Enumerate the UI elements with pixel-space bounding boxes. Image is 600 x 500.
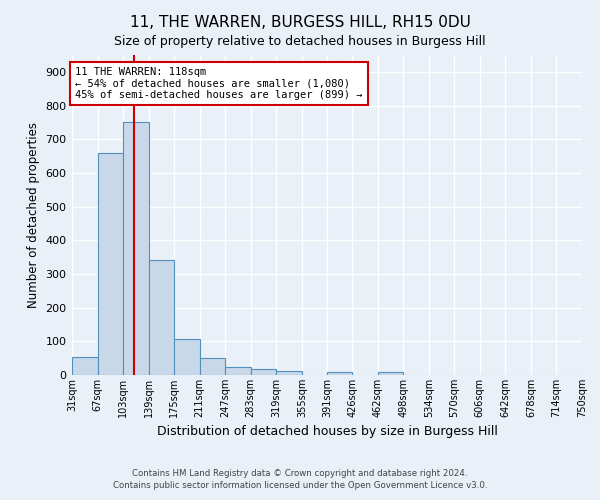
Bar (72, 358, 98, 375)
X-axis label: Distribution of detached houses by size in Burgess Hill: Distribution of detached houses by size … (157, 426, 497, 438)
Y-axis label: Number of detached properties: Number of detached properties (27, 122, 40, 308)
Bar (98, 152, 123, 375)
Bar (123, 122, 149, 375)
Text: Size of property relative to detached houses in Burgess Hill: Size of property relative to detached ho… (114, 35, 486, 48)
Bar (149, 260, 174, 375)
Text: 11, THE WARREN, BURGESS HILL, RH15 0DU: 11, THE WARREN, BURGESS HILL, RH15 0DU (130, 15, 470, 30)
Text: 11 THE WARREN: 118sqm
← 54% of detached houses are smaller (1,080)
45% of semi-d: 11 THE WARREN: 118sqm ← 54% of detached … (75, 67, 362, 100)
Bar (200, 358, 225, 375)
Bar (378, 372, 403, 375)
Text: Contains HM Land Registry data © Crown copyright and database right 2024.
Contai: Contains HM Land Registry data © Crown c… (113, 468, 487, 490)
Bar (328, 372, 352, 375)
Bar (225, 366, 251, 375)
Bar (174, 338, 200, 375)
Bar (276, 370, 302, 375)
Bar (251, 370, 276, 375)
